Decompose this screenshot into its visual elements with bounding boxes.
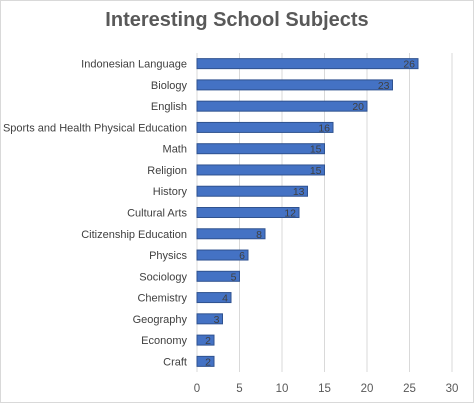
- bar: [196, 228, 266, 240]
- bar: [196, 313, 223, 325]
- category-label: Physics: [149, 250, 187, 262]
- data-label: 16: [318, 122, 330, 134]
- data-label: 13: [293, 186, 305, 198]
- category-label: Cultural Arts: [127, 208, 187, 220]
- x-tick-label: 25: [403, 383, 416, 395]
- category-label: Economy: [141, 335, 187, 347]
- category-label: Math: [163, 144, 187, 156]
- x-tick-label: 15: [318, 383, 331, 395]
- category-label: Craft: [163, 356, 187, 368]
- bar: [196, 58, 419, 70]
- bar: [196, 164, 325, 176]
- bar: [196, 249, 249, 261]
- category-label: English: [151, 101, 187, 113]
- bar: [196, 207, 300, 218]
- bar: [196, 121, 334, 133]
- category-label: Religion: [147, 165, 187, 177]
- bar: [196, 143, 325, 155]
- category-label: Citizenship Education: [81, 229, 187, 241]
- data-label: 20: [352, 101, 364, 113]
- x-tick-label: 20: [361, 383, 374, 395]
- data-label: 26: [403, 59, 415, 71]
- category-label: Sociology: [139, 271, 187, 283]
- x-tick-label: 0: [194, 383, 200, 395]
- data-label: 2: [205, 356, 211, 368]
- bar: [196, 334, 215, 346]
- bar: [196, 100, 368, 112]
- data-label: 8: [256, 229, 262, 241]
- data-label: 4: [222, 293, 228, 305]
- data-label: 12: [284, 208, 296, 220]
- x-tick-label: 30: [446, 383, 459, 395]
- category-label: Sports and Health Physical Education: [3, 122, 187, 134]
- chart-title: Interesting School Subjects: [105, 9, 369, 31]
- x-tick-label: 5: [236, 383, 242, 395]
- data-label: 23: [378, 80, 390, 92]
- category-label: Geography: [133, 314, 188, 326]
- data-label: 3: [214, 314, 220, 326]
- bar: [196, 355, 215, 367]
- bar: [196, 185, 308, 197]
- x-tick-label: 10: [276, 383, 289, 395]
- data-label: 5: [231, 271, 237, 283]
- category-label: History: [153, 186, 188, 198]
- data-label: 6: [239, 250, 245, 262]
- data-label: 15: [310, 144, 322, 156]
- bar: [196, 270, 240, 282]
- data-label: 2: [205, 335, 211, 347]
- category-label: Chemistry: [137, 293, 187, 305]
- category-label: Indonesian Language: [81, 59, 187, 71]
- bar: [196, 292, 232, 304]
- category-label: Biology: [151, 80, 188, 92]
- bar: [196, 79, 393, 91]
- data-label: 15: [310, 165, 322, 177]
